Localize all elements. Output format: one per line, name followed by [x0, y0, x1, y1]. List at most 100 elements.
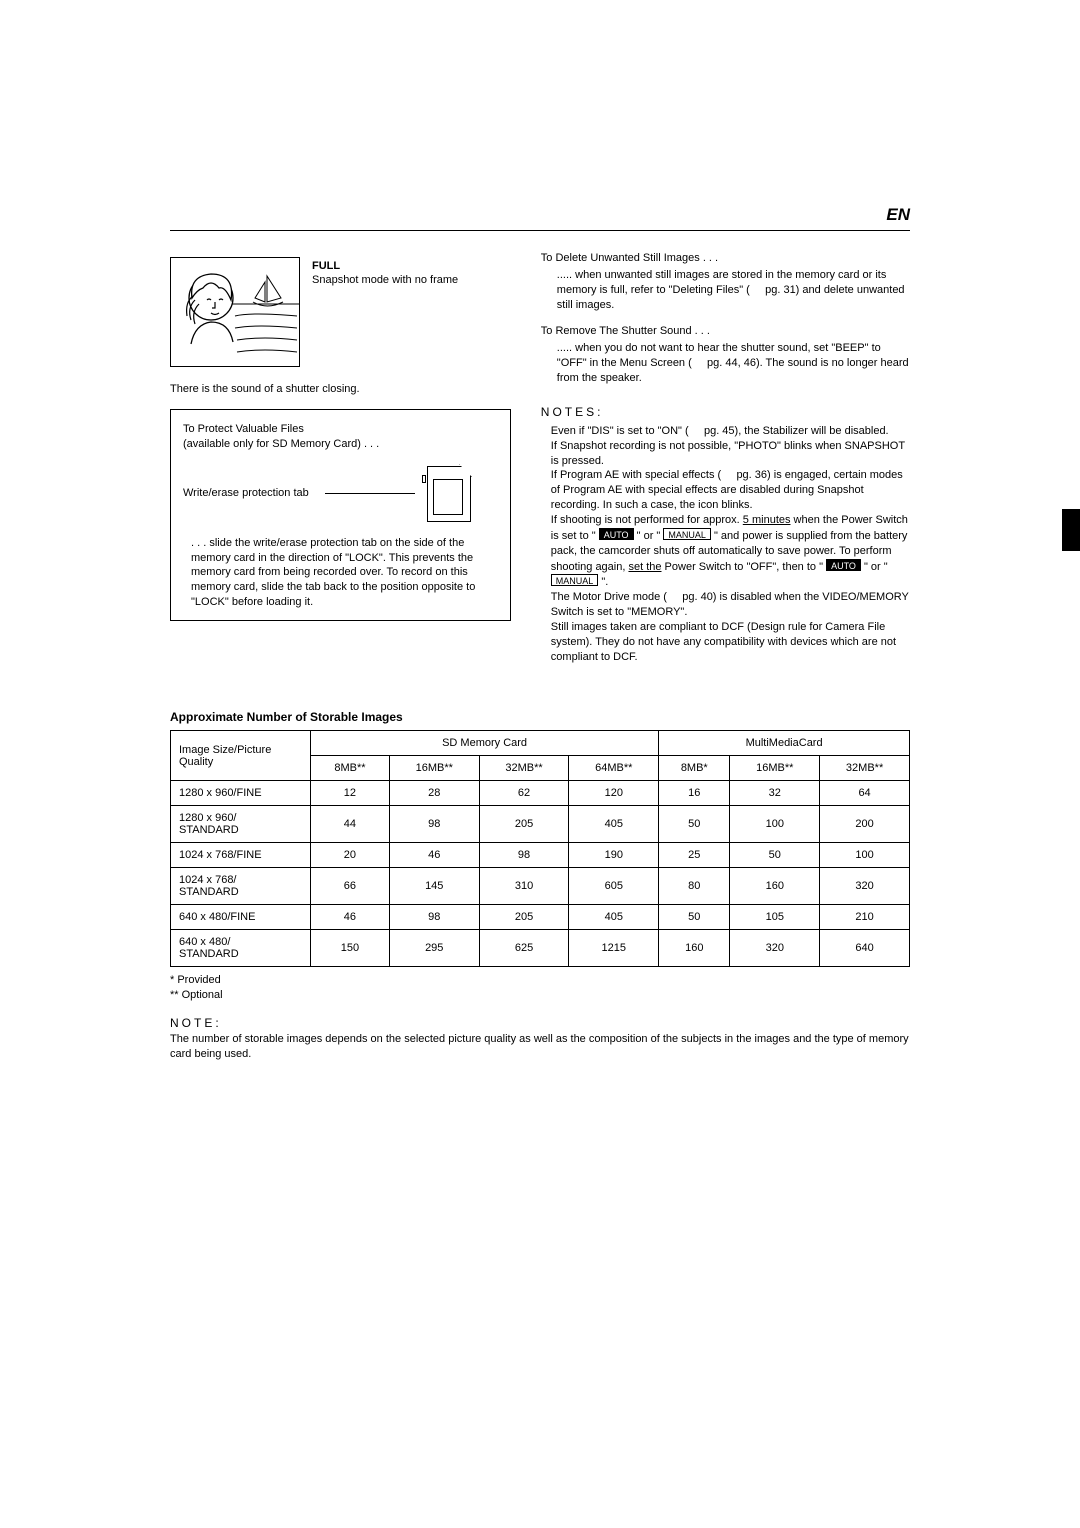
col-group-mmc: MultiMediaCard — [659, 731, 910, 756]
cell: 205 — [479, 806, 569, 843]
col-header: 16MB** — [730, 756, 820, 781]
page-language-label: EN — [886, 205, 910, 225]
col-header: 32MB** — [820, 756, 910, 781]
cell: 44 — [311, 806, 390, 843]
col-header: 64MB** — [569, 756, 659, 781]
illustration-row: FULL Snapshot mode with no frame — [170, 257, 511, 367]
table-row: 1280 x 960/FINE122862120163264 — [171, 781, 910, 806]
col-header: 8MB** — [311, 756, 390, 781]
note-text-underline: set the — [628, 561, 661, 573]
row-label: 1280 x 960/FINE — [171, 781, 311, 806]
row-label: 640 x 480/FINE — [171, 905, 311, 930]
col-group-sd: SD Memory Card — [311, 731, 659, 756]
cell: 405 — [569, 905, 659, 930]
cell: 64 — [820, 781, 910, 806]
table-footnotes: * Provided ** Optional — [170, 973, 910, 1002]
page: EN — [0, 0, 1080, 1122]
cell: 50 — [659, 905, 730, 930]
row-label: 640 x 480/STANDARD — [171, 930, 311, 967]
section-tab-icon — [1062, 509, 1080, 551]
table-title: Approximate Number of Storable Images — [170, 710, 910, 724]
snapshot-illustration — [170, 257, 300, 367]
cell: 205 — [479, 905, 569, 930]
note-text: Power Switch to "OFF", then to " — [662, 561, 827, 573]
cell: 80 — [659, 868, 730, 905]
protect-title: To Protect Valuable Files (available onl… — [183, 422, 498, 452]
cell: 295 — [389, 930, 479, 967]
cell: 160 — [730, 868, 820, 905]
cell: 28 — [389, 781, 479, 806]
manual-badge-icon: MANUAL — [551, 574, 599, 586]
cell: 98 — [479, 843, 569, 868]
cell: 320 — [730, 930, 820, 967]
note-item-power: If shooting is not performed for approx.… — [541, 513, 910, 590]
cell: 32 — [730, 781, 820, 806]
cell: 625 — [479, 930, 569, 967]
cell: 605 — [569, 868, 659, 905]
table-row: 640 x 480/STANDARD1502956251215160320640 — [171, 930, 910, 967]
cell: 46 — [311, 905, 390, 930]
cell: 62 — [479, 781, 569, 806]
cell: 320 — [820, 868, 910, 905]
cell: 105 — [730, 905, 820, 930]
protect-diagram-row: Write/erase protection tab — [183, 466, 498, 522]
full-mode-description: Snapshot mode with no frame — [312, 273, 458, 287]
storable-images-table: Image Size/Picture Quality SD Memory Car… — [170, 730, 910, 967]
note-text: ". — [598, 576, 608, 588]
callout-line — [325, 493, 415, 494]
cell: 150 — [311, 930, 390, 967]
table-row: 640 x 480/FINE469820540550105210 — [171, 905, 910, 930]
table-body: 1280 x 960/FINE1228621201632641280 x 960… — [171, 781, 910, 967]
cell: 405 — [569, 806, 659, 843]
cell: 210 — [820, 905, 910, 930]
note-item: If Snapshot recording is not possible, "… — [541, 439, 910, 469]
row-label: 1024 x 768/STANDARD — [171, 868, 311, 905]
remove-shutter-body: ..... when you do not want to hear the s… — [541, 341, 910, 386]
table-row: 1280 x 960/STANDARD449820540550100200 — [171, 806, 910, 843]
cell: 66 — [311, 868, 390, 905]
notes-list: Even if "DIS" is set to "ON" ( pg. 45), … — [541, 424, 910, 665]
notes-heading: NOTES: — [541, 404, 910, 420]
delete-images-body: ..... when unwanted still images are sto… — [541, 268, 910, 313]
right-column: To Delete Unwanted Still Images . . . ..… — [541, 239, 910, 664]
protect-description: . . . slide the write/erase protection t… — [183, 536, 498, 610]
shutter-sound-text: There is the sound of a shutter closing. — [170, 383, 511, 395]
table-row: 1024 x 768/STANDARD6614531060580160320 — [171, 868, 910, 905]
header-rule: EN — [170, 230, 910, 231]
footnote-provided: * Provided — [170, 973, 910, 987]
illustration-caption: FULL Snapshot mode with no frame — [312, 257, 458, 288]
left-column: FULL Snapshot mode with no frame There i… — [170, 239, 511, 664]
protect-files-box: To Protect Valuable Files (available onl… — [170, 409, 511, 621]
cell: 50 — [659, 806, 730, 843]
note-text: " or " — [861, 561, 888, 573]
note-body: The number of storable images depends on… — [170, 1032, 910, 1062]
cell: 310 — [479, 868, 569, 905]
row-header-cell: Image Size/Picture Quality — [171, 731, 311, 781]
cell: 200 — [820, 806, 910, 843]
cell: 20 — [311, 843, 390, 868]
write-erase-tab-label: Write/erase protection tab — [183, 486, 309, 501]
note-text: " or " — [634, 530, 664, 542]
protect-title-line2: (available only for SD Memory Card) . . … — [183, 438, 379, 450]
cell: 1215 — [569, 930, 659, 967]
cell: 98 — [389, 905, 479, 930]
note-item: The Motor Drive mode ( pg. 40) is disabl… — [541, 590, 910, 620]
cell: 160 — [659, 930, 730, 967]
sd-card-icon — [427, 466, 471, 522]
cell: 120 — [569, 781, 659, 806]
note-item: Still images taken are compliant to DCF … — [541, 620, 910, 665]
col-header: 32MB** — [479, 756, 569, 781]
cell: 12 — [311, 781, 390, 806]
note-text: If shooting is not performed for approx. — [551, 514, 743, 526]
col-header: 8MB* — [659, 756, 730, 781]
delete-images-title: To Delete Unwanted Still Images . . . — [541, 251, 910, 266]
auto-badge-icon: AUTO — [826, 559, 861, 571]
cell: 640 — [820, 930, 910, 967]
cell: 98 — [389, 806, 479, 843]
cell: 46 — [389, 843, 479, 868]
row-label: 1280 x 960/STANDARD — [171, 806, 311, 843]
note-heading: NOTE: — [170, 1016, 910, 1030]
cell: 100 — [820, 843, 910, 868]
table-row: 1024 x 768/FINE2046981902550100 — [171, 843, 910, 868]
full-mode-label: FULL — [312, 260, 340, 272]
